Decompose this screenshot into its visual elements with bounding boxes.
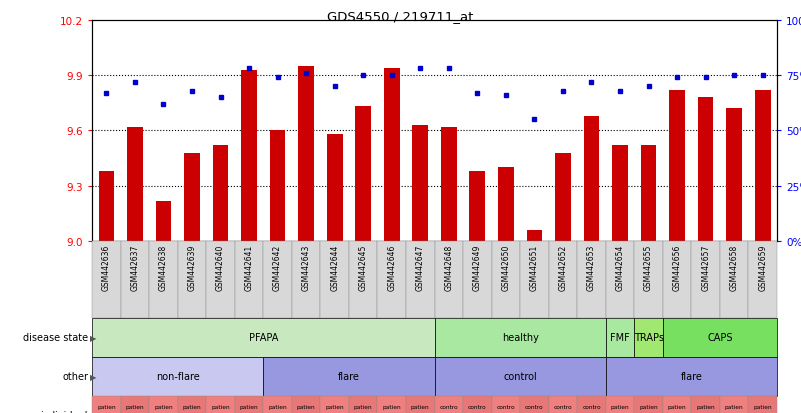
Text: GSM442659: GSM442659 [759,244,767,290]
Text: GSM442653: GSM442653 [587,244,596,290]
Text: contro: contro [497,404,515,409]
Bar [670,90,685,242]
Bar [526,230,542,242]
Bar [241,70,257,242]
Text: GSM442655: GSM442655 [644,244,653,290]
Text: PFAPA: PFAPA [248,332,278,342]
Text: GSM442650: GSM442650 [501,244,510,290]
Bar [641,146,656,242]
Text: GSM442648: GSM442648 [445,244,453,290]
Text: flare: flare [338,371,360,381]
Text: patien: patien [297,404,316,409]
Bar [498,168,513,242]
Text: GSM442651: GSM442651 [530,244,539,290]
Text: GSM442642: GSM442642 [273,244,282,290]
Bar [727,109,742,242]
Text: patien: patien [325,404,344,409]
Text: patien: patien [126,404,144,409]
Text: patien: patien [183,404,201,409]
Text: patien: patien [725,404,743,409]
Text: patien: patien [354,404,372,409]
Text: patien: patien [696,404,715,409]
Bar [270,131,285,242]
Text: patien: patien [268,404,287,409]
Bar [698,98,714,242]
Text: other: other [62,371,88,381]
Bar [356,107,371,242]
Bar [213,146,228,242]
Text: patien: patien [97,404,115,409]
Text: GSM442644: GSM442644 [330,244,339,290]
Bar [327,135,343,242]
Text: TRAPs: TRAPs [634,332,663,342]
Text: ▶: ▶ [90,411,96,413]
Text: control: control [503,371,537,381]
Text: patien: patien [754,404,772,409]
Text: healthy: healthy [501,332,538,342]
Text: non-flare: non-flare [156,371,199,381]
Text: GSM442638: GSM442638 [159,244,168,290]
Text: FMF: FMF [610,332,630,342]
Text: contro: contro [440,404,458,409]
Bar [384,69,400,242]
Text: GSM442649: GSM442649 [473,244,482,290]
Bar [469,172,485,242]
Text: GSM442656: GSM442656 [673,244,682,290]
Text: contro: contro [582,404,601,409]
Bar [99,172,115,242]
Bar [555,153,571,242]
Text: patien: patien [610,404,630,409]
Text: GDS4550 / 219711_at: GDS4550 / 219711_at [328,10,473,23]
Bar [155,201,171,242]
Bar [755,90,771,242]
Text: GSM442639: GSM442639 [187,244,196,290]
Text: GSM442636: GSM442636 [102,244,111,290]
Text: GSM442654: GSM442654 [615,244,625,290]
Bar [413,126,428,242]
Text: patien: patien [668,404,686,409]
Bar [441,128,457,242]
Text: ▶: ▶ [90,333,96,342]
Bar [298,66,314,242]
Text: patien: patien [639,404,658,409]
Text: GSM442640: GSM442640 [216,244,225,290]
Text: patien: patien [411,404,429,409]
Bar [127,128,143,242]
Text: individual: individual [41,410,88,413]
Text: CAPS: CAPS [707,332,733,342]
Text: GSM442647: GSM442647 [416,244,425,290]
Text: contro: contro [468,404,487,409]
Text: patien: patien [239,404,259,409]
Text: flare: flare [680,371,702,381]
Text: GSM442641: GSM442641 [244,244,254,290]
Text: GSM442645: GSM442645 [359,244,368,290]
Text: GSM442652: GSM442652 [558,244,567,290]
Text: contro: contro [553,404,572,409]
Bar [584,116,599,242]
Text: patien: patien [154,404,173,409]
Text: GSM442643: GSM442643 [302,244,311,290]
Text: GSM442658: GSM442658 [730,244,739,290]
Text: GSM442646: GSM442646 [387,244,396,290]
Text: patien: patien [211,404,230,409]
Text: contro: contro [525,404,544,409]
Text: GSM442657: GSM442657 [701,244,710,290]
Bar [612,146,628,242]
Text: ▶: ▶ [90,372,96,381]
Text: patien: patien [382,404,401,409]
Bar [184,153,199,242]
Text: GSM442637: GSM442637 [131,244,139,290]
Text: disease state: disease state [23,332,88,342]
